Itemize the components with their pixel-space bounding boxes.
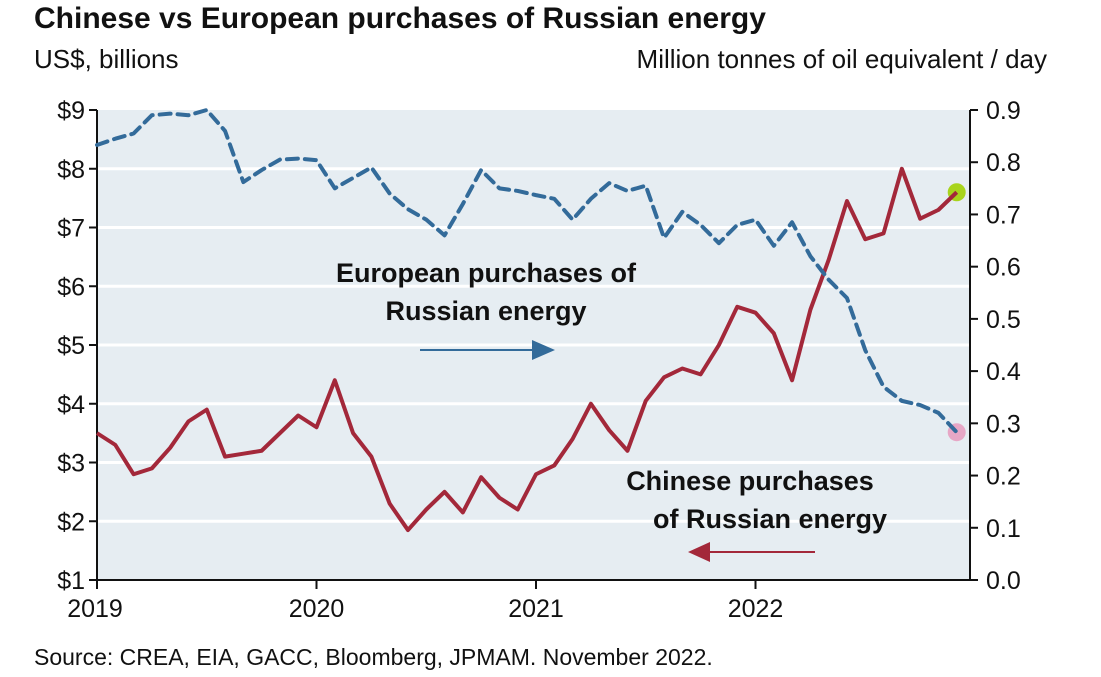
chinese-arrow-icon bbox=[688, 542, 815, 562]
right-axis-label: Million tonnes of oil equivalent / day bbox=[636, 44, 1047, 74]
right-tick-label: 0.6 bbox=[986, 254, 1021, 282]
x-tick-label: 2021 bbox=[508, 595, 564, 623]
right-tick-label: 0.5 bbox=[986, 306, 1021, 334]
chart-title: Chinese vs European purchases of Russian… bbox=[34, 2, 766, 35]
left-tick-label: $1 bbox=[57, 567, 85, 595]
x-tick-label: 2019 bbox=[67, 595, 123, 623]
left-tick-label: $4 bbox=[57, 391, 85, 419]
right-tick-label: 0.8 bbox=[986, 149, 1021, 177]
right-tick-label: 0.0 bbox=[986, 567, 1021, 595]
left-tick-label: $2 bbox=[57, 508, 85, 536]
left-axis-label: US$, billions bbox=[34, 44, 179, 74]
right-tick-label: 0.1 bbox=[986, 515, 1021, 543]
x-tick-label: 2022 bbox=[728, 595, 784, 623]
right-tick-label: 0.2 bbox=[986, 463, 1021, 491]
annotations: European purchases of Russian energy Chi… bbox=[336, 258, 887, 562]
right-tick-label: 0.4 bbox=[986, 358, 1021, 386]
right-tick-label: 0.7 bbox=[986, 201, 1021, 229]
left-tick-label: $9 bbox=[57, 97, 85, 125]
chinese-label-line2: of Russian energy bbox=[653, 504, 887, 534]
left-tick-label: $7 bbox=[57, 215, 85, 243]
chinese-series-line bbox=[95, 166, 959, 533]
left-tick-label: $6 bbox=[57, 273, 85, 301]
right-tick-label: 0.3 bbox=[986, 410, 1021, 438]
european-arrow-icon bbox=[420, 340, 555, 360]
right-tick-label: 0.9 bbox=[986, 97, 1021, 125]
european-label-line2: Russian energy bbox=[385, 296, 586, 326]
left-tick-label: $3 bbox=[57, 450, 85, 478]
x-tick-label: 2020 bbox=[289, 595, 345, 623]
left-tick-label: $5 bbox=[57, 332, 85, 360]
left-tick-label: $8 bbox=[57, 156, 85, 184]
european-label-line1: European purchases of bbox=[336, 258, 637, 288]
gridlines bbox=[97, 167, 970, 523]
axes: $1 $2 $3 $4 $5 $6 $7 $8 $9 0.0 0.1 0.2 0.3 0.4 0.5 0.6 0… bbox=[57, 97, 1021, 623]
chinese-label-line1: Chinese purchases bbox=[626, 466, 874, 496]
series-lines bbox=[95, 108, 966, 533]
source-note: Source: CREA, EIA, GACC, Bloomberg, JPMA… bbox=[34, 644, 713, 670]
european-series-line bbox=[95, 108, 959, 435]
